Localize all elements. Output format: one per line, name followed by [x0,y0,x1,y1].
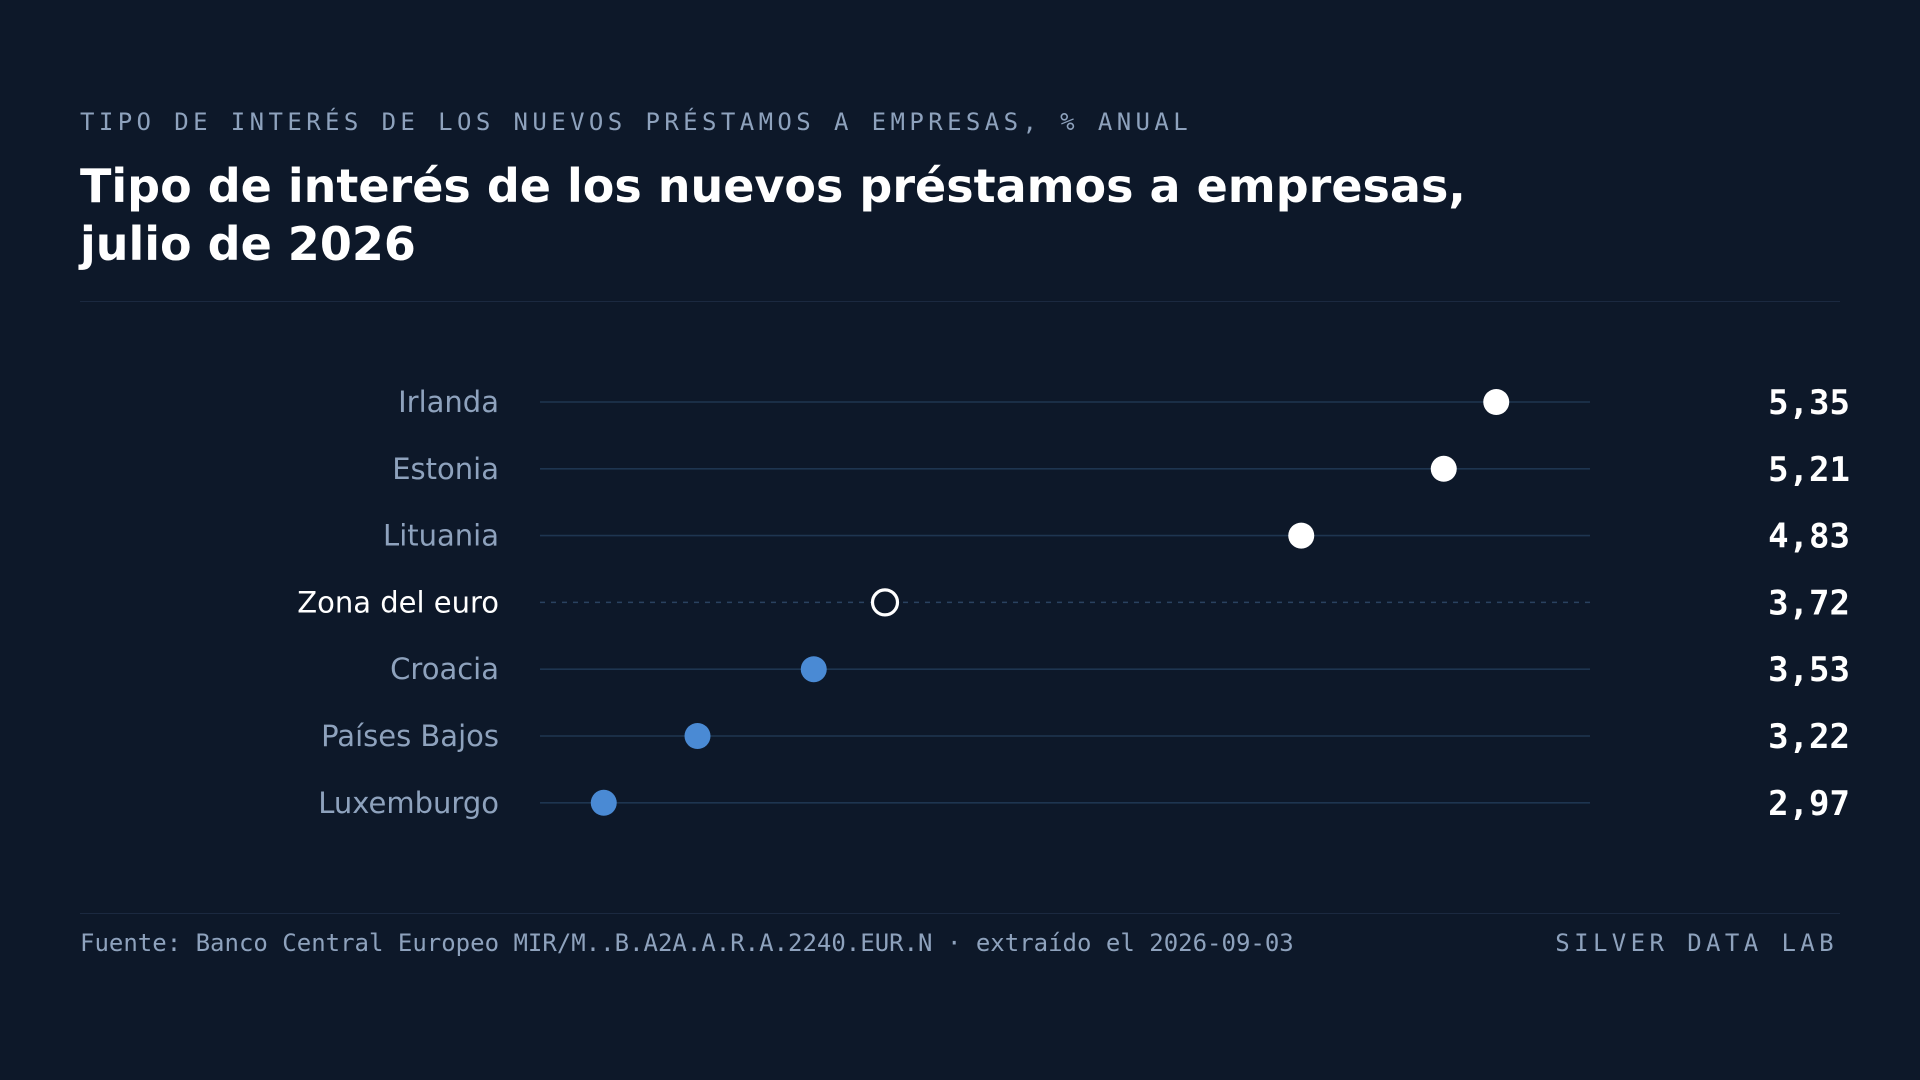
brand-label: SILVER DATA LAB [1555,929,1838,957]
value-label: 2,97 [1768,784,1850,824]
data-dot [1430,455,1457,482]
chart-title: Tipo de interés de los nuevos préstamos … [80,159,1466,271]
data-dot [800,656,827,683]
chart-kicker: TIPO DE INTERÉS DE LOS NUEVOS PRÉSTAMOS … [80,108,1193,136]
reference-dot [870,588,900,617]
value-label: 5,35 [1768,383,1850,423]
data-dot [1483,389,1510,415]
category-label: Estonia [392,452,499,486]
data-dot [590,789,617,816]
category-label: Irlanda [398,385,499,419]
footer-divider [80,913,1840,914]
category-label: Luxemburgo [318,786,499,820]
source-note: Fuente: Banco Central Europeo MIR/M..B.A… [80,929,1294,957]
value-label: 3,53 [1768,650,1850,690]
category-label: Lituania [383,519,499,553]
value-label: 3,72 [1768,583,1850,623]
category-label: Países Bajos [321,719,499,753]
value-label: 5,21 [1768,450,1850,490]
value-label: 4,83 [1768,517,1850,557]
header-divider [80,301,1840,302]
data-dot [1288,522,1315,549]
data-dot [684,723,711,749]
value-label: 3,22 [1768,717,1850,757]
category-label: Zona del euro [297,585,499,619]
category-label: Croacia [390,652,499,686]
